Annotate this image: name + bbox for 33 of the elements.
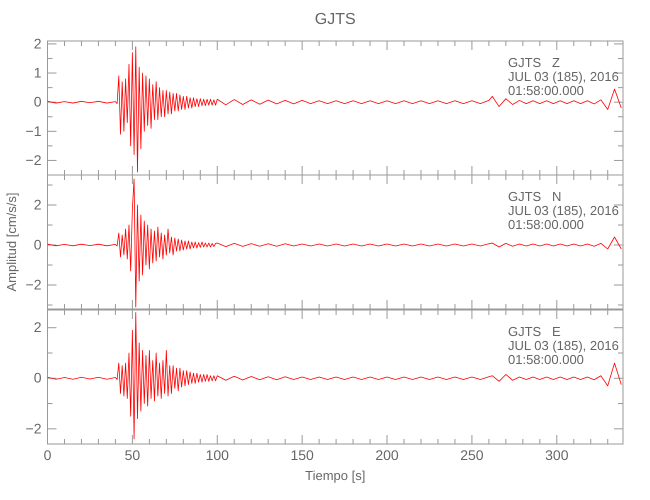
y-tick-label: −1 <box>26 122 42 139</box>
x-tick-label: 50 <box>124 446 140 463</box>
x-tick-label: 300 <box>545 446 569 463</box>
annotation: 01:58:00.000 <box>508 217 584 232</box>
annotation: GJTS N <box>508 189 562 204</box>
x-tick-label: 200 <box>375 446 399 463</box>
y-tick-label: 0 <box>34 370 42 386</box>
line-series <box>48 312 622 440</box>
x-tick-label: 150 <box>290 446 314 463</box>
annotation: JUL 03 (185), 2016 <box>508 338 619 353</box>
y-tick-label: 2 <box>34 196 42 212</box>
annotation: GJTS Z <box>508 55 560 70</box>
y-tick-label: −2 <box>26 420 42 436</box>
y-tick-label: 0 <box>34 236 42 252</box>
y-tick-label: 2 <box>34 319 42 336</box>
y-tick-label: 1 <box>34 64 42 81</box>
x-tick-label: 100 <box>206 446 230 463</box>
annotation: JUL 03 (185), 2016 <box>508 69 619 84</box>
line-series <box>48 178 622 308</box>
y-tick-label: −2 <box>26 152 42 168</box>
y-axis-title: Amplitud [cm/s/s] <box>4 192 19 292</box>
annotation: 01:58:00.000 <box>508 352 584 367</box>
annotation: 01:58:00.000 <box>508 83 584 98</box>
annotation: GJTS E <box>508 324 562 339</box>
x-tick-label: 250 <box>460 446 484 463</box>
annotation: JUL 03 (185), 2016 <box>508 203 619 218</box>
x-axis-title: Tiempo [s] <box>305 468 366 483</box>
chart-title: GJTS <box>314 11 356 28</box>
x-tick-label: 0 <box>44 446 52 463</box>
y-tick-label: −2 <box>26 276 42 292</box>
y-tick-label: 0 <box>34 94 42 110</box>
y-tick-label: 2 <box>34 35 42 52</box>
line-series <box>48 46 622 172</box>
